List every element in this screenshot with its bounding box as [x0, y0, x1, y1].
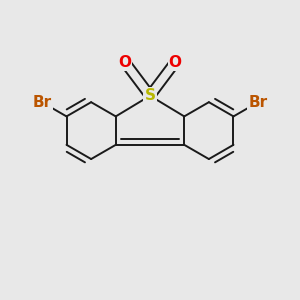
Text: Br: Br — [248, 95, 268, 110]
Text: O: O — [118, 55, 131, 70]
Text: S: S — [145, 88, 155, 103]
Text: O: O — [169, 55, 182, 70]
Text: Br: Br — [32, 95, 52, 110]
